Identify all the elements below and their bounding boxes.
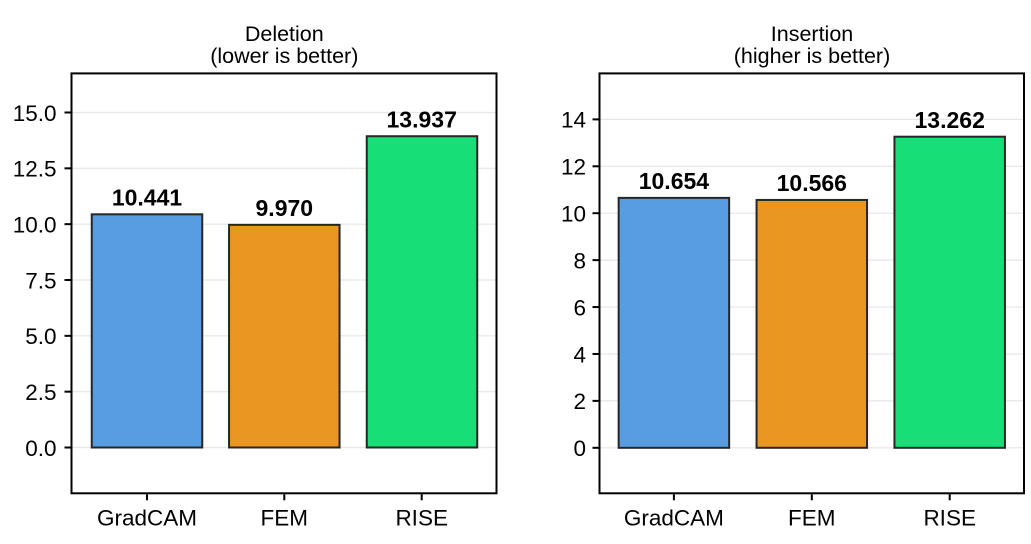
svg-text:7.5: 7.5 (25, 268, 56, 293)
svg-text:0.0: 0.0 (25, 436, 56, 461)
svg-text:8: 8 (573, 248, 586, 273)
svg-text:14: 14 (561, 108, 586, 133)
svg-text:9.970: 9.970 (256, 195, 314, 221)
svg-text:(higher is better): (higher is better) (734, 44, 891, 68)
svg-text:15.0: 15.0 (13, 101, 57, 126)
svg-text:5.0: 5.0 (25, 324, 56, 349)
svg-text:10.441: 10.441 (112, 185, 183, 211)
svg-text:0: 0 (573, 436, 586, 461)
svg-text:Deletion: Deletion (245, 22, 324, 46)
svg-text:(lower is better): (lower is better) (210, 44, 358, 68)
svg-text:GradCAM: GradCAM (97, 506, 197, 531)
svg-text:RISE: RISE (395, 506, 448, 531)
svg-text:2.5: 2.5 (25, 380, 56, 405)
svg-text:10.566: 10.566 (777, 170, 847, 196)
svg-text:10.0: 10.0 (13, 212, 57, 237)
svg-text:6: 6 (573, 295, 586, 320)
svg-text:12: 12 (561, 155, 586, 180)
svg-text:10.654: 10.654 (639, 168, 710, 194)
svg-text:FEM: FEM (788, 506, 836, 531)
svg-text:GradCAM: GradCAM (624, 506, 724, 531)
svg-text:Insertion: Insertion (771, 22, 853, 46)
svg-text:13.937: 13.937 (387, 106, 457, 132)
svg-text:2: 2 (573, 389, 586, 414)
svg-text:4: 4 (573, 342, 586, 367)
svg-text:RISE: RISE (923, 506, 976, 531)
svg-text:13.262: 13.262 (915, 107, 985, 133)
svg-text:FEM: FEM (261, 506, 309, 531)
svg-text:12.5: 12.5 (13, 157, 57, 182)
svg-text:10: 10 (561, 202, 586, 227)
